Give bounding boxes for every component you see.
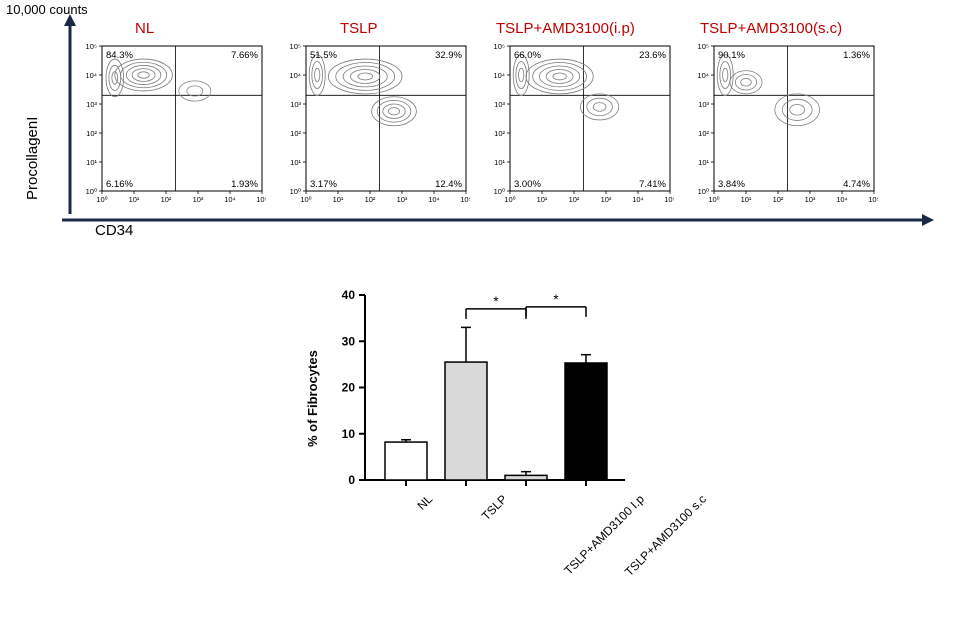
- x-axis-label: CD34: [95, 222, 133, 239]
- svg-text:10⁵: 10⁵: [698, 42, 709, 51]
- svg-text:10²: 10²: [290, 129, 301, 138]
- svg-text:1.36%: 1.36%: [843, 50, 870, 61]
- flow-panel-3: 10⁰10⁰ 10¹ 10¹ 10² 10² 10³ 10³ 10⁴ 10⁴ 10⁵ 10⁵ 90.1…: [690, 42, 878, 207]
- bar-chart-svg: 0 10 20 30 40 * *: [315, 285, 655, 505]
- svg-text:10⁴: 10⁴: [493, 71, 505, 80]
- svg-text:10³: 10³: [805, 195, 816, 204]
- svg-text:10¹: 10¹: [741, 195, 752, 204]
- svg-text:10⁴: 10⁴: [632, 195, 644, 204]
- svg-text:*: *: [553, 291, 559, 307]
- svg-text:10: 10: [342, 427, 356, 441]
- svg-text:10⁰: 10⁰: [504, 195, 515, 204]
- svg-text:1.93%: 1.93%: [231, 179, 258, 190]
- svg-text:10⁵: 10⁵: [86, 42, 97, 51]
- svg-text:0: 0: [348, 473, 355, 487]
- svg-text:6.16%: 6.16%: [106, 179, 133, 190]
- svg-text:10³: 10³: [698, 100, 709, 109]
- svg-text:40: 40: [342, 288, 356, 302]
- svg-text:7.66%: 7.66%: [231, 50, 258, 61]
- svg-text:10¹: 10¹: [698, 158, 709, 167]
- svg-text:51.5%: 51.5%: [310, 50, 337, 61]
- svg-text:10⁵: 10⁵: [460, 195, 470, 204]
- svg-text:10¹: 10¹: [494, 158, 505, 167]
- svg-text:10⁴: 10⁴: [224, 195, 236, 204]
- svg-text:10⁴: 10⁴: [289, 71, 301, 80]
- svg-text:12.4%: 12.4%: [435, 179, 462, 190]
- panel-title-3: TSLP+AMD3100(s.c): [700, 20, 842, 37]
- svg-text:10³: 10³: [397, 195, 408, 204]
- svg-text:10³: 10³: [601, 195, 612, 204]
- svg-text:10⁵: 10⁵: [290, 42, 301, 51]
- svg-text:10²: 10²: [86, 129, 97, 138]
- svg-text:10³: 10³: [86, 100, 97, 109]
- svg-text:7.41%: 7.41%: [639, 179, 666, 190]
- y-axis-arrow: [60, 14, 80, 224]
- svg-text:10⁰: 10⁰: [300, 195, 311, 204]
- svg-text:10¹: 10¹: [333, 195, 344, 204]
- flow-panel-2: 10⁰10⁰ 10¹ 10¹ 10² 10² 10³ 10³ 10⁴ 10⁴ 10⁵ 10⁵ 66.0…: [486, 42, 674, 207]
- svg-text:*: *: [493, 293, 499, 309]
- x-axis-arrow: [62, 210, 932, 230]
- svg-text:10²: 10²: [365, 195, 376, 204]
- svg-text:3.17%: 3.17%: [310, 179, 337, 190]
- svg-text:90.1%: 90.1%: [718, 50, 745, 61]
- svg-text:10³: 10³: [494, 100, 505, 109]
- bar-chart-ylabel: % of Fibrocytes: [305, 350, 320, 447]
- svg-text:84.3%: 84.3%: [106, 50, 133, 61]
- svg-text:10³: 10³: [290, 100, 301, 109]
- svg-text:20: 20: [342, 381, 356, 395]
- svg-text:10⁰: 10⁰: [494, 187, 505, 196]
- svg-text:32.9%: 32.9%: [435, 50, 462, 61]
- svg-text:10²: 10²: [698, 129, 709, 138]
- svg-text:10⁴: 10⁴: [428, 195, 440, 204]
- panel-title-2: TSLP+AMD3100(i.p): [496, 20, 635, 37]
- svg-text:10¹: 10¹: [129, 195, 140, 204]
- svg-text:10²: 10²: [494, 129, 505, 138]
- svg-text:10¹: 10¹: [537, 195, 548, 204]
- svg-text:10⁰: 10⁰: [96, 195, 107, 204]
- flow-panel-1: 10⁰10⁰ 10¹ 10¹ 10² 10² 10³ 10³ 10⁴ 10⁴ 10⁵ 10⁵ 51.5…: [282, 42, 470, 207]
- svg-text:10¹: 10¹: [290, 158, 301, 167]
- svg-text:3.00%: 3.00%: [514, 179, 541, 190]
- svg-text:3.84%: 3.84%: [718, 179, 745, 190]
- svg-text:10⁴: 10⁴: [697, 71, 709, 80]
- svg-text:10⁵: 10⁵: [664, 195, 674, 204]
- y-axis-label: ProcollagenI: [24, 117, 41, 200]
- svg-text:10⁵: 10⁵: [494, 42, 505, 51]
- svg-text:10⁴: 10⁴: [836, 195, 848, 204]
- svg-text:4.74%: 4.74%: [843, 179, 870, 190]
- panel-title-1: TSLP: [340, 20, 378, 37]
- bar-chart: % of Fibrocytes 010203040** NL TSLP TSLP…: [315, 285, 655, 635]
- svg-text:10³: 10³: [193, 195, 204, 204]
- svg-text:10²: 10²: [569, 195, 580, 204]
- svg-text:66.0%: 66.0%: [514, 50, 541, 61]
- svg-text:10⁰: 10⁰: [708, 195, 719, 204]
- svg-text:10²: 10²: [773, 195, 784, 204]
- svg-text:10¹: 10¹: [86, 158, 97, 167]
- svg-text:10⁰: 10⁰: [290, 187, 301, 196]
- svg-text:10⁵: 10⁵: [256, 195, 266, 204]
- flow-panel-0: 10⁰10⁰ 10¹ 10¹ 10² 10² 10³ 10³ 10⁴ 10⁴ 10⁵ 10⁵ 84.3…: [78, 42, 266, 207]
- svg-text:10²: 10²: [161, 195, 172, 204]
- svg-text:23.6%: 23.6%: [639, 50, 666, 61]
- svg-text:10⁰: 10⁰: [86, 187, 97, 196]
- panel-title-0: NL: [135, 20, 154, 37]
- svg-text:30: 30: [342, 334, 356, 348]
- svg-text:10⁵: 10⁵: [868, 195, 878, 204]
- svg-text:10⁰: 10⁰: [698, 187, 709, 196]
- svg-text:10⁴: 10⁴: [85, 71, 97, 80]
